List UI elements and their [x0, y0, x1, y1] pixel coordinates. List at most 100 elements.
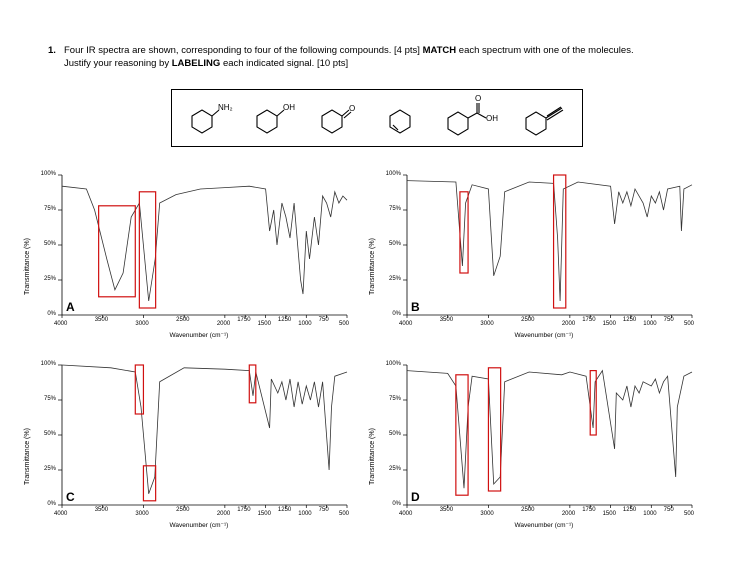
x-tick-label: 3500: [439, 507, 454, 513]
y-tick-label: 25%: [388, 466, 401, 472]
q2-text-c: each indicated signal. [10 pts]: [222, 58, 349, 69]
y-axis-label: Transmittance (%): [24, 238, 31, 295]
x-tick-label: 4000: [54, 321, 68, 327]
y-tick-label: 75%: [388, 396, 401, 402]
signal-highlight-box: [248, 364, 257, 404]
x-axis-label: Wavenumber (cm⁻¹): [514, 332, 574, 339]
x-tick-label: 2000: [561, 321, 576, 327]
x-axis-label: Wavenumber (cm⁻¹): [169, 522, 229, 529]
question-line-1: Four IR spectra are shown, corresponding…: [64, 44, 634, 57]
x-tick-label: 2000: [216, 511, 231, 517]
alcohol-label: OH: [283, 103, 295, 112]
x-tick-label: 4000: [399, 511, 413, 517]
x-tick-label: 3500: [94, 507, 109, 513]
spectrum-trace: [406, 369, 693, 489]
y-tick-label: 75%: [43, 206, 56, 212]
y-axis-label: Transmittance (%): [369, 238, 376, 295]
y-tick-label: 25%: [43, 276, 56, 282]
x-axis-label: Wavenumber (cm⁻¹): [169, 332, 229, 339]
cyclohexylamine-structure: NH₂: [191, 103, 233, 134]
q1-text-a: Four IR spectra are shown, corresponding…: [64, 45, 420, 56]
ketone-label: O: [349, 104, 355, 113]
spectrum-trace: [406, 180, 693, 302]
y-axis-label: Transmittance (%): [24, 428, 31, 485]
amine-label: NH₂: [218, 103, 233, 112]
signal-highlight-box: [459, 191, 469, 274]
y-tick-label: 75%: [388, 206, 401, 212]
x-tick-label: 1750: [582, 317, 596, 323]
question-number: 1.: [48, 45, 56, 56]
spectrum-letter-a: A: [64, 300, 77, 314]
x-tick-label: 3000: [480, 511, 494, 517]
x-tick-label: 2500: [176, 507, 190, 513]
ir-spectrum-d: 100% 75% 50% 25% 0% 4000 3500 3000 2500 2000 1750 1…: [365, 355, 694, 529]
x-tick-label: 4000: [399, 321, 413, 327]
x-tick-label: 500: [684, 321, 695, 327]
x-tick-label: 1750: [237, 507, 251, 513]
y-tick-label: 100%: [385, 361, 401, 367]
q1-text-b: MATCH: [422, 45, 457, 56]
molecule-choices-box: NH₂ OH O O OH: [171, 89, 583, 147]
x-tick-label: 1750: [582, 507, 596, 513]
y-tick-label: 0%: [392, 501, 401, 507]
spectrum-letter-d: D: [409, 490, 422, 504]
cyclohexanone-structure: O: [321, 104, 355, 134]
x-tick-label: 4000: [54, 511, 68, 517]
y-tick-label: 0%: [47, 311, 56, 317]
x-tick-label: 750: [663, 507, 674, 513]
signal-highlight-box: [138, 191, 157, 309]
y-tick-label: 50%: [388, 241, 401, 247]
x-tick-label: 1250: [622, 317, 637, 323]
ir-spectrum-b: 100% 75% 50% 25% 0% 4000 3500 3000 2500 2000 1750 1…: [365, 165, 694, 339]
y-tick-label: 25%: [388, 276, 401, 282]
spectrum-plot-a: [58, 174, 348, 318]
q2-text-b: LABELING: [171, 58, 221, 69]
ir-spectrum-a: 100% 75% 50% 25% 0% 4000 3500 3000 2500 2000 1750 1…: [20, 165, 349, 339]
x-tick-label: 1000: [643, 511, 657, 517]
spectrum-plot-b: [403, 174, 693, 318]
x-tick-label: 1000: [298, 511, 312, 517]
x-tick-label: 500: [339, 511, 350, 517]
cyclohexene-structure: [389, 109, 411, 134]
x-tick-label: 500: [684, 511, 695, 517]
x-tick-label: 2500: [176, 317, 190, 323]
x-tick-label: 1250: [277, 317, 292, 323]
y-tick-label: 50%: [388, 431, 401, 437]
acid-oh-label: OH: [486, 114, 498, 123]
x-tick-label: 2500: [521, 317, 535, 323]
y-tick-label: 0%: [47, 501, 56, 507]
y-tick-label: 100%: [385, 171, 401, 177]
y-tick-label: 100%: [40, 171, 56, 177]
x-tick-label: 1250: [277, 507, 292, 513]
y-tick-label: 0%: [392, 311, 401, 317]
y-axis-label: Transmittance (%): [369, 428, 376, 485]
x-tick-label: 1750: [237, 317, 251, 323]
x-tick-label: 3000: [480, 321, 494, 327]
x-axis-label: Wavenumber (cm⁻¹): [514, 522, 574, 529]
x-tick-label: 2000: [561, 511, 576, 517]
x-tick-label: 1000: [298, 321, 312, 327]
spectrum-letter-c: C: [64, 490, 77, 504]
x-tick-label: 2000: [216, 321, 231, 327]
x-tick-label: 750: [318, 317, 329, 323]
cyclohexanol-structure: OH: [256, 103, 295, 134]
x-tick-label: 500: [339, 321, 350, 327]
y-tick-label: 75%: [43, 396, 56, 402]
x-tick-label: 1500: [602, 321, 616, 327]
x-tick-label: 3000: [135, 321, 149, 327]
spectrum-trace: [61, 185, 348, 302]
signal-highlight-box: [552, 174, 567, 309]
q2-text-a: Justify your reasoning by: [64, 58, 170, 69]
x-tick-label: 1500: [602, 511, 616, 517]
x-tick-label: 3500: [439, 317, 454, 323]
y-tick-label: 50%: [43, 241, 56, 247]
x-tick-label: 1250: [622, 507, 637, 513]
q1-text-c: each spectrum with one of the molecules.: [458, 45, 634, 56]
spectrum-plot-c: [58, 364, 348, 508]
y-tick-label: 25%: [43, 466, 56, 472]
y-tick-label: 50%: [43, 431, 56, 437]
x-tick-label: 1000: [643, 321, 657, 327]
spectrum-letter-b: B: [409, 300, 422, 314]
acid-carbonyl-label: O: [475, 94, 481, 103]
signal-highlight-box: [134, 364, 145, 415]
